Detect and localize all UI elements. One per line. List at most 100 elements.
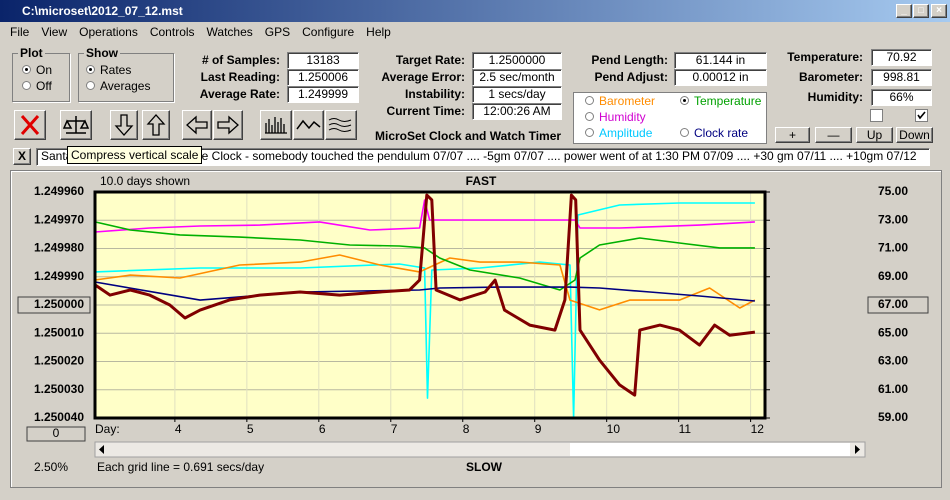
scale-button[interactable]: — <box>815 127 852 143</box>
radio-button[interactable] <box>680 96 689 105</box>
field-label: Average Error: <box>381 70 465 84</box>
field-value[interactable]: 1 secs/day <box>472 86 562 103</box>
menu-item[interactable]: View <box>41 25 68 39</box>
field-value[interactable]: 998.81 <box>871 69 932 86</box>
notes-text: Santa <box>41 149 73 163</box>
radio-button[interactable] <box>585 96 594 105</box>
y2-tick-label: 59.00 <box>878 410 908 424</box>
radio-button[interactable] <box>680 128 689 137</box>
field-label: Pend Length: <box>591 53 668 67</box>
app-title: MicroSet Clock and Watch Timer <box>375 129 562 143</box>
bars-button[interactable] <box>260 110 292 140</box>
menu-item[interactable]: Controls <box>149 25 195 39</box>
field-value[interactable]: 0.00012 in <box>674 69 767 86</box>
menu-item[interactable]: Help <box>366 25 391 39</box>
field-value[interactable]: 12:00:26 AM <box>472 103 562 120</box>
y2-tick-label: 71.00 <box>878 241 908 255</box>
notes-text: use Clock - somebody touched the pendulu… <box>189 149 917 163</box>
checkbox[interactable] <box>870 109 883 122</box>
x-tick-label: 8 <box>463 422 470 436</box>
scale-button[interactable]: + <box>775 127 810 143</box>
field-value[interactable]: 1.250006 <box>287 69 359 86</box>
radio-button[interactable] <box>86 65 95 74</box>
menu-item[interactable]: File <box>10 25 30 39</box>
right-button[interactable] <box>213 110 243 140</box>
zero-button <box>26 426 86 442</box>
x-tick-label: 11 <box>679 422 692 436</box>
plot-group <box>12 53 70 102</box>
radio-button[interactable] <box>585 112 594 121</box>
up-button[interactable] <box>142 110 170 140</box>
field-label: Last Reading: <box>200 70 280 84</box>
icon <box>186 115 208 135</box>
percent-label: 2.50% <box>34 460 68 474</box>
tooltip: Compress vertical scale <box>67 146 203 164</box>
icon <box>328 118 352 132</box>
scale-button[interactable]: Up <box>856 127 893 143</box>
radio-label: Amplitude <box>599 126 653 140</box>
y-tick-label: 1.250030 <box>34 382 84 396</box>
scale-button[interactable] <box>60 110 92 140</box>
field-label: Instability: <box>404 87 465 101</box>
grid-note: Each grid line = 0.691 secs/day <box>97 460 264 474</box>
y-tick-label: 1.249970 <box>34 212 84 226</box>
field-value[interactable]: 1.249999 <box>287 86 359 103</box>
field-value[interactable]: 61.144 in <box>674 52 767 69</box>
series-line <box>94 193 756 397</box>
y-tick-label: 1.250000 <box>34 297 84 311</box>
group-title: Plot <box>18 46 45 60</box>
maximize-button[interactable]: □ <box>913 4 929 18</box>
menu-item[interactable]: Watches <box>206 25 253 39</box>
down-button[interactable] <box>110 110 138 140</box>
check-mark <box>917 111 926 120</box>
y2-tick-label: 63.00 <box>878 354 908 368</box>
days-shown: 10.0 days shown <box>100 174 190 188</box>
y2-tick-label: 69.00 <box>878 269 908 283</box>
field-label: Barometer: <box>798 70 863 84</box>
series-line <box>94 202 755 419</box>
title-bar: C:\microset\2012_07_12.mst _ □ × <box>0 0 950 22</box>
y2-tick-label: 73.00 <box>878 212 908 226</box>
minimize-button[interactable]: _ <box>896 4 912 18</box>
radio-label: Clock rate <box>694 126 749 140</box>
menu-item[interactable]: GPS <box>264 25 291 39</box>
icon <box>265 117 287 134</box>
y-tick-label: 1.250040 <box>34 410 84 424</box>
field-value[interactable]: 70.92 <box>871 49 932 66</box>
field-label: Average Rate: <box>199 87 280 101</box>
y2-tick-label: 75.00 <box>878 184 908 198</box>
zero-button-label: 0 <box>53 426 60 440</box>
y2-tick-button <box>867 296 929 314</box>
field-value[interactable]: 2.5 sec/month <box>472 69 562 86</box>
checkbox[interactable] <box>915 109 928 122</box>
x-tick-label: 6 <box>319 422 326 436</box>
y-tick-label: 1.249980 <box>34 241 84 255</box>
menu-item[interactable]: Operations <box>79 25 138 39</box>
close-button[interactable]: × <box>931 4 947 18</box>
waves-button[interactable] <box>325 110 357 140</box>
left-button[interactable] <box>182 110 212 140</box>
icon <box>296 119 321 130</box>
radio-button[interactable] <box>86 81 95 90</box>
radio-button[interactable] <box>585 128 594 137</box>
wave-button[interactable] <box>293 110 324 140</box>
icon <box>146 114 166 136</box>
y-tick-button <box>17 296 91 314</box>
delete-button[interactable] <box>14 110 46 140</box>
chart-panel <box>10 170 942 488</box>
icon <box>217 115 239 135</box>
fast-label: FAST <box>466 174 497 188</box>
notes-box[interactable]: Santa use Clock - somebody touched the p… <box>36 148 930 166</box>
radio-button[interactable] <box>22 81 31 90</box>
menu-item[interactable]: Configure <box>302 25 355 39</box>
field-value[interactable]: 66% <box>871 89 932 106</box>
field-value[interactable]: 1.2500000 <box>472 52 562 69</box>
notes-close[interactable]: X <box>13 148 31 165</box>
field-value[interactable]: 13183 <box>287 52 359 69</box>
x-tick-label: 9 <box>535 422 542 436</box>
field-label: Pend Adjust: <box>594 70 668 84</box>
scale-button[interactable]: Down <box>896 127 933 143</box>
field-label: Target Rate: <box>395 53 465 67</box>
radio-button[interactable] <box>22 65 31 74</box>
